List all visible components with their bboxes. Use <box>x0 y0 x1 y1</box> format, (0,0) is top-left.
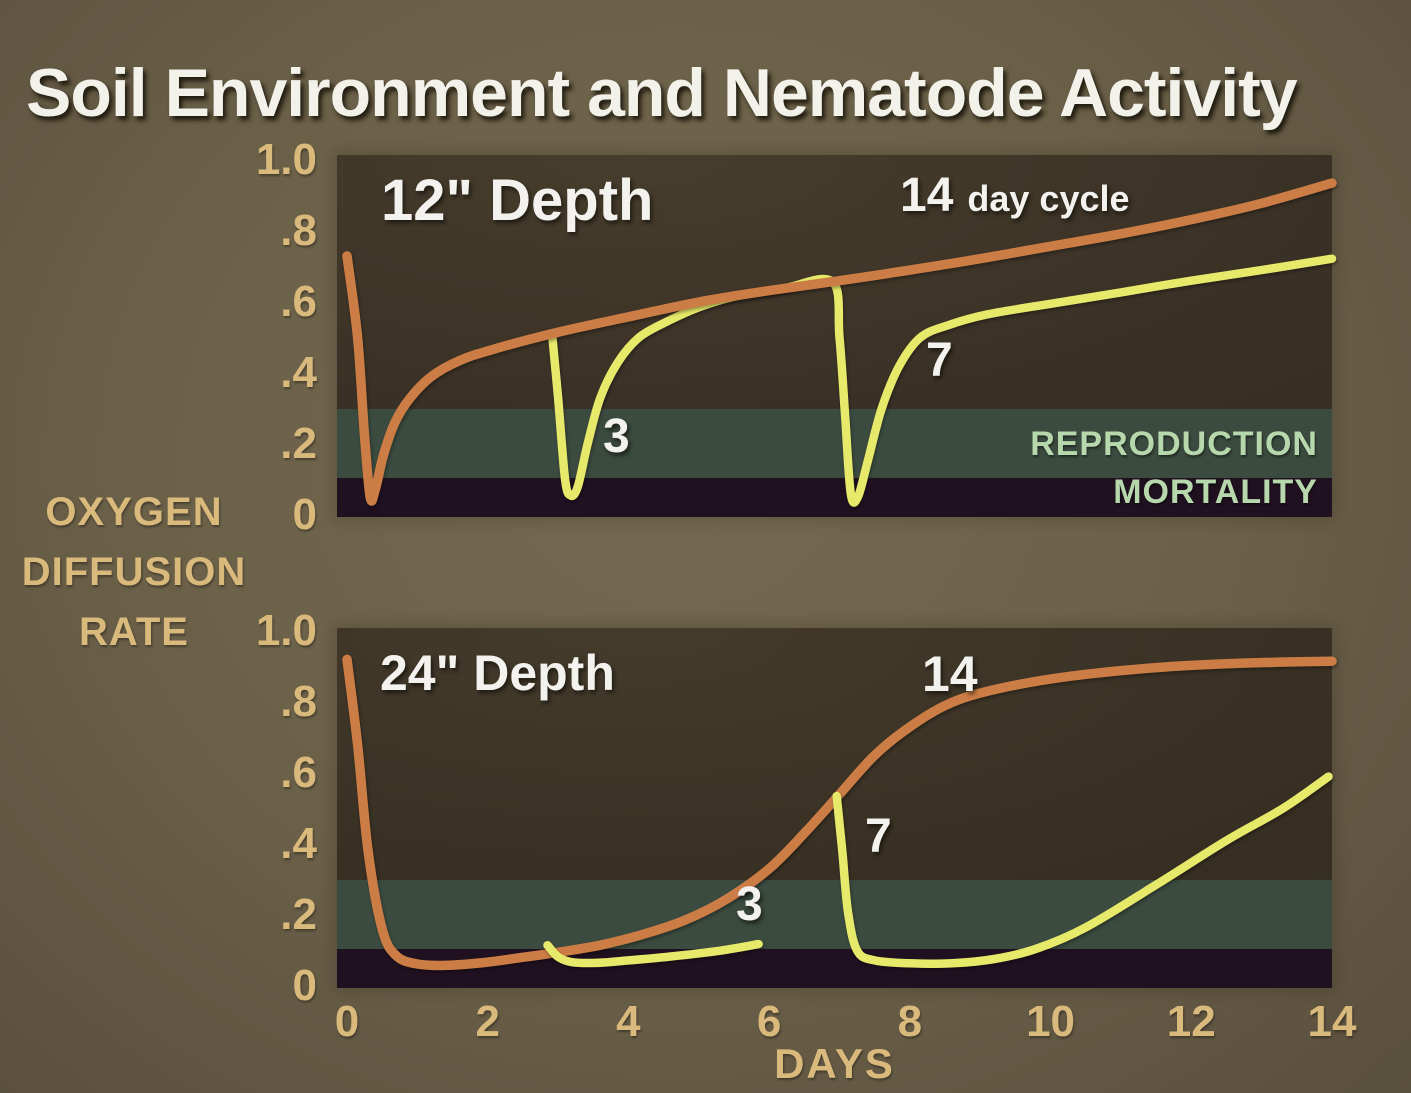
x-tick-label: 4 <box>616 997 641 1046</box>
mortality-label: MORTALITY <box>1113 473 1318 511</box>
cycle-14-label: 14 <box>922 646 978 702</box>
dip-3-label: 3 <box>736 878 763 931</box>
dip-7-label: 7 <box>865 810 892 863</box>
series-14-day-cycle <box>342 178 1337 506</box>
series-14-day-cycle <box>342 654 1337 971</box>
plot-svg-top <box>342 178 1337 507</box>
y-tick-label: .2 <box>280 890 317 939</box>
x-tick-label: 2 <box>475 997 500 1046</box>
y-tick-label: .2 <box>280 419 317 468</box>
y-tick-label: .8 <box>280 677 317 726</box>
series-3-and-7-day-cycles <box>548 254 1337 507</box>
chart-12in-depth: 12" Depth 14 day cycle 3 7 REPRODUCTION … <box>256 137 1337 538</box>
dip-3-label: 3 <box>603 410 630 463</box>
y-tick-label: 0 <box>292 490 317 539</box>
plot-svg-bottom <box>342 654 1337 971</box>
dip-7-label: 7 <box>926 334 953 387</box>
depth-label: 12" Depth <box>381 168 654 233</box>
page-title: Soil Environment and Nematode Activity <box>26 54 1298 131</box>
x-tick-label: 6 <box>756 997 782 1046</box>
reproduction-zone <box>337 879 1332 949</box>
mortality-zone <box>337 477 1332 517</box>
y-tick-label: 1.0 <box>255 606 317 655</box>
y-tick-label: .8 <box>280 206 317 255</box>
y-tick-label: .6 <box>280 277 317 326</box>
y-axis-title-line: DIFFUSION <box>21 550 247 594</box>
y-tick-label: .6 <box>280 748 317 797</box>
cycle-suffix: day cycle <box>967 178 1130 219</box>
x-tick-label: 12 <box>1166 997 1216 1046</box>
cycle-number: 14 <box>900 169 954 222</box>
mortality-zone <box>337 948 1332 988</box>
x-tick-label: 8 <box>897 997 923 1046</box>
y-tick-label: 0 <box>292 961 317 1010</box>
y-tick-label: .4 <box>280 348 317 397</box>
y-axis-title: OXYGEN DIFFUSION RATE <box>8 482 260 662</box>
cycle-label: 14 day cycle <box>900 172 1130 220</box>
series-7-day-cycle <box>832 772 1333 968</box>
y-axis-title-line: OXYGEN <box>45 490 223 534</box>
y-tick-label: .4 <box>280 819 317 868</box>
series-3-day-cycle <box>543 939 763 968</box>
x-axis-ticks: 0 2 4 6 8 10 12 14 <box>334 997 1357 1046</box>
chart-24in-depth: 24" Depth 14 7 3 1.0 .8 .6 .4 .2 0 <box>256 608 1337 1009</box>
reproduction-zone <box>337 408 1332 478</box>
y-axis-ticks: 1.0 .8 .6 .4 .2 0 <box>232 137 327 538</box>
x-axis-title: DAYS <box>774 1040 895 1087</box>
x-tick-label: 14 <box>1307 997 1357 1046</box>
reproduction-label: REPRODUCTION <box>1030 425 1318 463</box>
depth-label: 24" Depth <box>380 645 615 701</box>
y-axis-title-line: RATE <box>79 610 189 654</box>
x-tick-label: 0 <box>334 997 360 1046</box>
y-axis-ticks: 1.0 .8 .6 .4 .2 0 <box>232 608 327 1009</box>
x-tick-label: 10 <box>1026 997 1076 1046</box>
y-tick-label: 1.0 <box>255 135 317 184</box>
